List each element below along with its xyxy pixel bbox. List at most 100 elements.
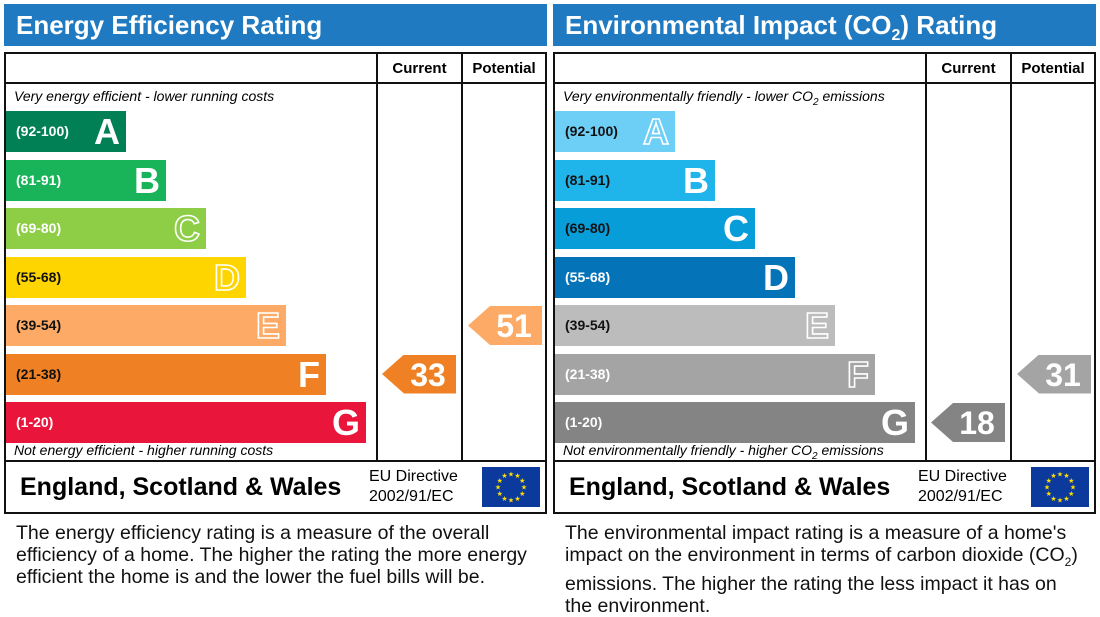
band-a: (92-100) A (555, 110, 675, 153)
star-icon: ★ (514, 495, 520, 503)
title-post: ) Rating (900, 10, 998, 40)
column-divider (461, 54, 463, 460)
band-letter: B (683, 159, 709, 201)
star-icon: ★ (1057, 471, 1063, 479)
band-letter: C (173, 207, 201, 250)
band-letter: G (880, 402, 909, 443)
footer-directive: EU Directive 2002/91/EC (369, 467, 458, 507)
band-range-label: (39-54) (16, 317, 62, 333)
top-note-post: emissions (818, 88, 885, 104)
band-f: (21-38) F (555, 353, 875, 396)
star-icon: ★ (519, 477, 525, 485)
band-b: (81-91) B (6, 159, 166, 201)
band-range-label: (55-68) (16, 268, 62, 285)
star-icon: ★ (495, 484, 501, 492)
star-icon: ★ (508, 497, 514, 505)
star-icon: ★ (508, 471, 514, 479)
band-letter: D (763, 256, 789, 298)
title-pre: Environmental Impact (CO (565, 10, 892, 40)
star-icon: ★ (1050, 472, 1056, 480)
star-icon: ★ (519, 490, 525, 498)
top-note: Very environmentally friendly - lower CO… (563, 88, 885, 108)
star-icon: ★ (501, 495, 507, 503)
star-icon: ★ (1050, 495, 1056, 503)
band-c: (69-80) C (555, 208, 755, 249)
star-icon: ★ (1063, 495, 1069, 503)
star-icon: ★ (514, 472, 520, 480)
band-letter: G (331, 402, 360, 443)
star-icon: ★ (497, 490, 503, 498)
current-rating-arrow-value: 18 (959, 405, 995, 441)
star-icon: ★ (1046, 477, 1052, 485)
band-letter: A (642, 110, 670, 153)
band-c: (69-80) C (6, 207, 206, 250)
band-e: (39-54) E (6, 304, 286, 347)
potential-rating-arrow: 51 (468, 306, 542, 345)
band-letter: F (846, 353, 870, 396)
band-d: (55-68) D (6, 256, 246, 299)
band-g: (1-20) G (6, 402, 366, 443)
potential-column-header: Potential (472, 60, 536, 77)
star-icon: ★ (1046, 490, 1052, 498)
energy-chart: Current Potential Very energy efficient … (4, 52, 547, 462)
band-letter: A (94, 111, 120, 152)
band-letter: C (723, 208, 749, 249)
directive-line-1: EU Directive (918, 468, 1007, 485)
potential-rating-arrow: 31 (1017, 354, 1091, 394)
column-divider (925, 54, 927, 460)
header-rule (555, 82, 1094, 84)
energy-panel-title: Energy Efficiency Rating (4, 4, 547, 46)
footer-region: England, Scotland & Wales (20, 473, 342, 501)
band-letter: F (298, 353, 320, 395)
current-rating-arrow-value: 33 (410, 356, 446, 393)
environment-footer: England, Scotland & Wales EU Directive 2… (553, 460, 1096, 514)
band-a: (92-100) A (6, 111, 126, 152)
band-range-label: (81-91) (16, 171, 62, 188)
directive-line-1: EU Directive (369, 468, 458, 485)
bottom-note: Not energy efficient - higher running co… (14, 442, 274, 458)
header-rule (6, 82, 545, 84)
band-f: (21-38) F (6, 353, 326, 395)
band-range-label: (92-100) (565, 123, 618, 139)
environment-chart: Current Potential Very environmentally f… (553, 52, 1096, 462)
directive-line-2: 2002/91/EC (918, 488, 1003, 505)
eu-stars: ★★★★★★★★★ ★ ★★ (495, 471, 527, 505)
title-sub: 2 (891, 27, 901, 45)
energy-efficiency-panel: Energy Efficiency Rating Current Potenti… (4, 0, 547, 612)
band-range-label: (55-68) (565, 268, 611, 285)
column-divider (376, 54, 378, 460)
potential-rating-arrow-value: 31 (1045, 356, 1081, 393)
star-icon: ★ (497, 477, 503, 485)
star-icon: ★ (1063, 472, 1069, 480)
eu-flag-icon: ★ ★ ★ ★ ★ ★ ★ ★ ★ ★ ★ ★ (1031, 467, 1089, 507)
band-range-label: (92-100) (16, 123, 69, 139)
band-letter: D (213, 256, 241, 299)
band-range-label: (39-54) (565, 317, 611, 333)
description-pre: The environmental impact rating is a mea… (565, 522, 1067, 566)
star-icon: ★ (1044, 484, 1050, 492)
energy-description: The energy efficiency rating is a measur… (16, 522, 527, 588)
band-range-label: (69-80) (16, 220, 62, 236)
description-post: ) emissions. The higher the rating the l… (565, 544, 1078, 617)
band-range-label: (21-38) (16, 365, 62, 382)
bottom-note-post: emissions (817, 442, 884, 458)
bottom-note-pre: Not environmentally friendly - higher CO (563, 442, 812, 458)
current-column-header: Current (941, 60, 996, 77)
bottom-note: Not environmentally friendly - higher CO… (563, 442, 884, 462)
column-divider (1010, 54, 1012, 460)
band-range-label: (81-91) (565, 171, 611, 188)
current-rating-arrow: 18 (931, 403, 1005, 442)
top-note-sub: 2 (813, 96, 819, 108)
footer-region: England, Scotland & Wales (569, 473, 891, 501)
band-d: (55-68) D (555, 256, 795, 298)
eu-stars: ★★★★★★★★★ ★ ★★ (1044, 471, 1076, 505)
band-range-label: (69-80) (565, 220, 611, 236)
star-icon: ★ (521, 484, 527, 492)
directive-line-2: 2002/91/EC (369, 488, 454, 505)
footer-directive: EU Directive 2002/91/EC (918, 467, 1007, 507)
eu-flag-icon: ★ ★ ★ ★ ★ ★ ★ ★ ★ ★ ★ ★ (482, 467, 540, 507)
environment-panel-title: Environmental Impact (CO2) Rating (553, 4, 1096, 46)
current-rating-arrow: 33 (382, 354, 456, 394)
band-range-label: (1-20) (565, 414, 603, 430)
potential-column-header: Potential (1021, 60, 1085, 77)
